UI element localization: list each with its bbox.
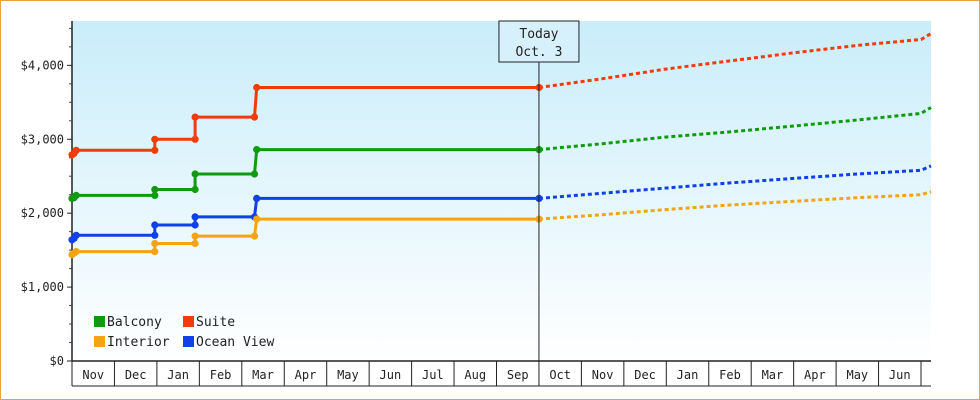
series-layer xyxy=(68,32,932,259)
y-tick-label: $1,000 xyxy=(21,280,64,294)
x-month-label: Jun xyxy=(380,368,402,382)
series-balcony xyxy=(68,106,932,202)
data-point xyxy=(151,146,159,154)
data-point xyxy=(250,113,259,121)
series-forecast-line xyxy=(538,106,932,152)
data-point xyxy=(151,231,159,239)
y-tick-label: $0 xyxy=(50,354,64,368)
data-point xyxy=(151,185,159,194)
legend-swatch xyxy=(183,336,194,347)
legend-swatch xyxy=(183,316,194,327)
legend-label: Suite xyxy=(196,315,235,330)
x-month-label: Aug xyxy=(464,368,486,382)
data-point xyxy=(191,185,199,194)
data-point xyxy=(191,221,199,229)
data-point xyxy=(151,239,159,248)
x-month-label: Apr xyxy=(804,368,826,382)
x-month-label: Jan xyxy=(167,368,189,382)
y-tick-label: $2,000 xyxy=(21,206,64,220)
data-point xyxy=(253,83,261,92)
data-point xyxy=(72,248,80,256)
legend-item: Suite xyxy=(183,315,235,330)
data-point xyxy=(191,135,199,143)
legend-label: Interior xyxy=(107,335,170,350)
series-forecast-line xyxy=(538,32,932,89)
x-month-label: Dec xyxy=(125,368,147,382)
x-month-label: Nov xyxy=(82,368,104,382)
x-month-label: Nov xyxy=(592,368,614,382)
legend: Balcony Suite Interior Ocean View xyxy=(94,315,274,350)
x-month-label: May xyxy=(846,368,868,382)
legend-label: Ocean View xyxy=(196,335,274,350)
data-point xyxy=(151,221,159,229)
today-date: Oct. 3 xyxy=(515,45,562,60)
data-point xyxy=(253,215,261,223)
legend-label: Balcony xyxy=(107,315,162,330)
x-month-label: Apr xyxy=(295,368,317,382)
today-marker: Today Oct. 3 xyxy=(498,20,580,361)
data-point xyxy=(72,146,80,154)
data-point xyxy=(151,248,159,256)
y-tick-label: $3,000 xyxy=(21,132,64,146)
legend-item: Balcony xyxy=(94,315,162,330)
y-tick-label: $4,000 xyxy=(21,58,64,72)
data-point xyxy=(191,239,199,248)
legend-item: Ocean View xyxy=(183,335,274,350)
x-axis: Nov Dec Jan Feb Mar Apr May Jun Jul Aug Sep Oct Nov D… xyxy=(71,360,931,387)
x-month-label: Feb xyxy=(719,368,741,382)
x-month-label: Oct xyxy=(549,368,571,382)
data-point xyxy=(191,170,199,178)
series-forecast-line xyxy=(538,164,932,200)
data-point xyxy=(191,232,199,240)
data-point xyxy=(253,146,261,154)
today-box xyxy=(498,20,580,63)
series-ocean-view xyxy=(68,164,932,244)
x-month-label: Mar xyxy=(762,368,784,382)
today-label: Today xyxy=(519,27,558,42)
series-suite xyxy=(68,32,932,159)
data-point xyxy=(72,191,80,199)
data-point xyxy=(151,191,159,199)
x-month-label: Jan xyxy=(677,368,699,382)
series-forecast-line xyxy=(538,190,932,221)
x-month-label: Feb xyxy=(210,368,232,382)
series-interior xyxy=(68,190,932,259)
plot-area xyxy=(72,21,931,361)
data-point xyxy=(72,231,80,239)
x-month-label: May xyxy=(337,368,359,382)
legend-swatch xyxy=(94,336,105,347)
data-point xyxy=(250,170,259,178)
x-month-label: Mar xyxy=(252,368,274,382)
x-month-label: Dec xyxy=(634,368,656,382)
data-point xyxy=(191,113,199,121)
x-month-label: Sep xyxy=(507,368,529,382)
legend-swatch xyxy=(94,316,105,327)
legend-item: Interior xyxy=(94,335,170,350)
x-month-label: Jun xyxy=(889,368,911,382)
data-point xyxy=(250,232,259,240)
data-point xyxy=(191,213,199,221)
data-point xyxy=(151,135,159,143)
data-point xyxy=(253,194,261,202)
x-month-label: Jul xyxy=(422,368,444,382)
y-axis: $0 $1,000 $2,000 $3,000 $4,000 xyxy=(21,21,73,368)
